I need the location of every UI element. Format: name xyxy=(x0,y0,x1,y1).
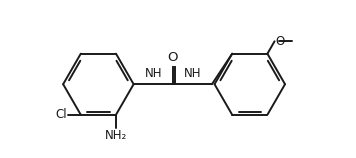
Text: Cl: Cl xyxy=(56,108,67,121)
Text: NH: NH xyxy=(184,67,201,80)
Text: O: O xyxy=(275,35,284,48)
Text: NH₂: NH₂ xyxy=(105,129,127,142)
Text: NH: NH xyxy=(145,67,162,80)
Text: O: O xyxy=(168,51,178,64)
